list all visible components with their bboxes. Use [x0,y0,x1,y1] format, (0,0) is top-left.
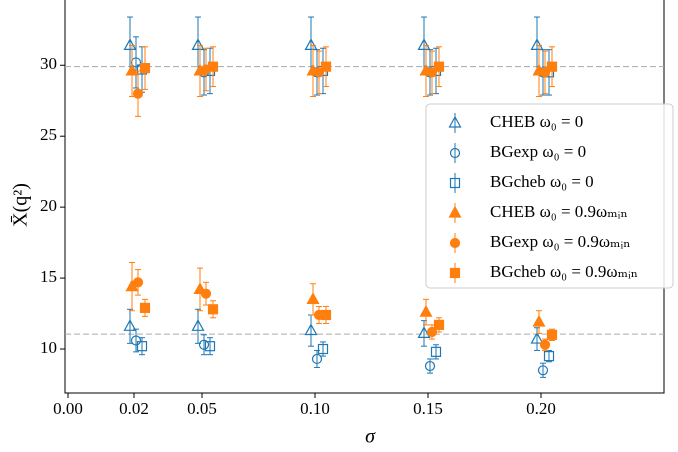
legend-label: BGcheb ω₀ = 0 [490,172,594,191]
data-point [207,61,219,72]
y-tick-label: 20 [40,196,57,215]
data-point [320,309,332,321]
legend-label: CHEB ω₀ = 0 [490,112,583,131]
y-tick-label: 15 [40,267,57,286]
y-tick-label: 10 [40,338,57,357]
y-tick-label: 25 [40,125,57,144]
data-point [539,339,551,350]
x-tick-label: 0.15 [413,399,443,418]
data-point [430,346,442,357]
legend-label: BGexp ω₀ = 0 [490,142,586,161]
data-point [136,341,148,352]
data-point [537,365,549,376]
legend-label: BGcheb ω₀ = 0.9ωₘᵢₙ [490,262,638,281]
y-tick-label: 30 [40,54,57,73]
data-point [139,63,151,74]
legend-marker [449,267,461,279]
x-tick-label: 0.05 [187,399,217,418]
data-point [546,61,558,72]
x-tick-label: 0.20 [526,399,556,418]
data-point [198,339,210,350]
data-point [304,323,318,336]
x-tick-label: 0.02 [119,399,149,418]
data-point [317,343,329,355]
data-point [530,38,544,51]
data-point [123,38,137,51]
data-point [433,319,445,330]
x-tick-label: 0.10 [300,399,330,418]
legend-marker [449,147,461,159]
data-point [546,329,558,340]
data-point [424,360,436,372]
data-point [419,304,433,317]
data-point [306,292,320,304]
legend-marker [449,237,461,249]
data-point [132,277,144,288]
data-point [417,326,431,339]
data-point [130,335,142,346]
data-point [417,38,431,51]
x-axis-label: σ [365,426,376,448]
legend-marker [449,177,461,189]
legend-marker [448,115,462,128]
data-point [191,319,205,331]
legend-label: CHEB ω₀ = 0.9ωₘᵢₙ [490,202,628,221]
data-point [311,353,323,365]
data-point [125,63,139,76]
data-point [530,331,544,344]
data-point [200,288,212,299]
data-point [320,61,332,72]
data-point [304,38,318,51]
x-tick-label: 0.00 [53,399,83,418]
data-point [543,351,555,362]
data-point [123,319,137,331]
data-point [207,304,219,315]
data-point [191,38,205,51]
legend-marker [448,205,462,218]
legend-label: BGexp ω₀ = 0.9ωₘᵢₙ [490,232,631,251]
data-point [132,88,144,99]
data-point [139,302,151,313]
data-point [204,341,216,352]
y-axis-label: X̄(q²) [10,183,32,227]
data-point [532,314,546,327]
data-point [433,61,445,72]
legend-box [425,103,674,289]
